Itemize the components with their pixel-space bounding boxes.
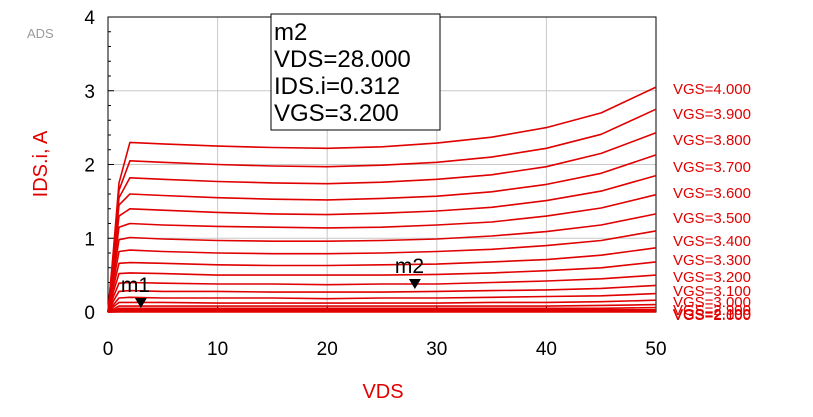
readout-line-0: m2 bbox=[274, 19, 307, 46]
curve-vgs-2-500 bbox=[107, 306, 657, 313]
legend-entry: VGS=3.700 bbox=[673, 159, 751, 176]
legend-entry: VGS=3.200 bbox=[673, 269, 751, 286]
legend-entry: VGS=3.600 bbox=[673, 185, 751, 202]
legend-entry: VGS=2.000 bbox=[673, 307, 751, 324]
marker-m1-triangle[interactable] bbox=[134, 298, 147, 308]
curves bbox=[107, 86, 657, 313]
legend-entry: VGS=3.100 bbox=[673, 283, 751, 300]
marker-readout-box[interactable]: m2 VDS=28.000 IDS.i=0.312 VGS=3.200 bbox=[270, 13, 441, 131]
axis-ticks: 0 10 20 30 40 50 0 1 2 3 4 bbox=[84, 8, 666, 360]
curve-vgs-3-100 bbox=[107, 261, 657, 313]
y-tick-label: 2 bbox=[84, 156, 95, 177]
legend-entry: VGS=3.900 bbox=[673, 106, 751, 123]
legend-entry: VGS=3.800 bbox=[673, 132, 751, 149]
y-axis-label: IDS.i, A bbox=[30, 130, 52, 197]
curve-vgs-2-600 bbox=[107, 303, 657, 313]
legend-entry: VGS=2.900 bbox=[673, 302, 751, 319]
markers[interactable]: m1 m2 bbox=[121, 255, 424, 308]
legend-entry: VGS=2.100 bbox=[673, 306, 751, 323]
curve-vgs-3-200 bbox=[107, 247, 657, 313]
readout-line-3: VGS=3.200 bbox=[274, 100, 399, 127]
curve-vgs-3-000 bbox=[107, 274, 657, 313]
curve-vgs-2-900 bbox=[107, 284, 657, 313]
legend-entry: VGS=3.500 bbox=[673, 210, 751, 227]
x-axis-label: VDS bbox=[362, 381, 403, 403]
x-tick-label: 40 bbox=[536, 339, 557, 360]
x-tick-label: 50 bbox=[645, 339, 666, 360]
marker-m1-label: m1 bbox=[121, 274, 150, 297]
legend-entry: VGS=4.000 bbox=[673, 81, 751, 98]
curve-vgs-3-700 bbox=[107, 154, 657, 313]
legend-entry: VGS=3.400 bbox=[673, 233, 751, 250]
marker-m2-triangle[interactable] bbox=[408, 278, 421, 289]
x-tick-label: 30 bbox=[426, 339, 447, 360]
legend: VGS=4.000 VGS=3.900 VGS=3.800 VGS=3.700 VGS=… bbox=[673, 81, 751, 324]
y-tick-label: 1 bbox=[84, 229, 95, 250]
y-tick-label: 4 bbox=[84, 8, 95, 29]
curve-vgs-3-900 bbox=[107, 108, 657, 313]
curve-vgs-3-800 bbox=[107, 132, 657, 313]
curve-vgs-2-700 bbox=[107, 299, 657, 313]
y-tick-label: 0 bbox=[84, 303, 95, 324]
curve-vgs-3-400 bbox=[107, 213, 657, 313]
readout-line-1: VDS=28.000 bbox=[274, 46, 411, 73]
legend-entry: VGS=3.300 bbox=[673, 252, 751, 269]
x-tick-label: 20 bbox=[317, 339, 338, 360]
marker-m2-label: m2 bbox=[395, 255, 424, 278]
y-tick-label: 3 bbox=[84, 82, 95, 103]
curve-vgs-2-800 bbox=[107, 292, 657, 313]
curve-vgs-3-300 bbox=[107, 230, 657, 313]
curve-vgs-3-600 bbox=[107, 174, 657, 313]
readout-line-2: IDS.i=0.312 bbox=[274, 73, 400, 100]
x-tick-label: 0 bbox=[103, 339, 114, 360]
curve-vgs-4-000 bbox=[107, 86, 657, 313]
ads-logo: ADS bbox=[27, 26, 54, 41]
x-tick-label: 10 bbox=[207, 339, 228, 360]
curve-vgs-3-500 bbox=[107, 193, 657, 313]
legend-entry: VGS=3.000 bbox=[673, 294, 751, 311]
